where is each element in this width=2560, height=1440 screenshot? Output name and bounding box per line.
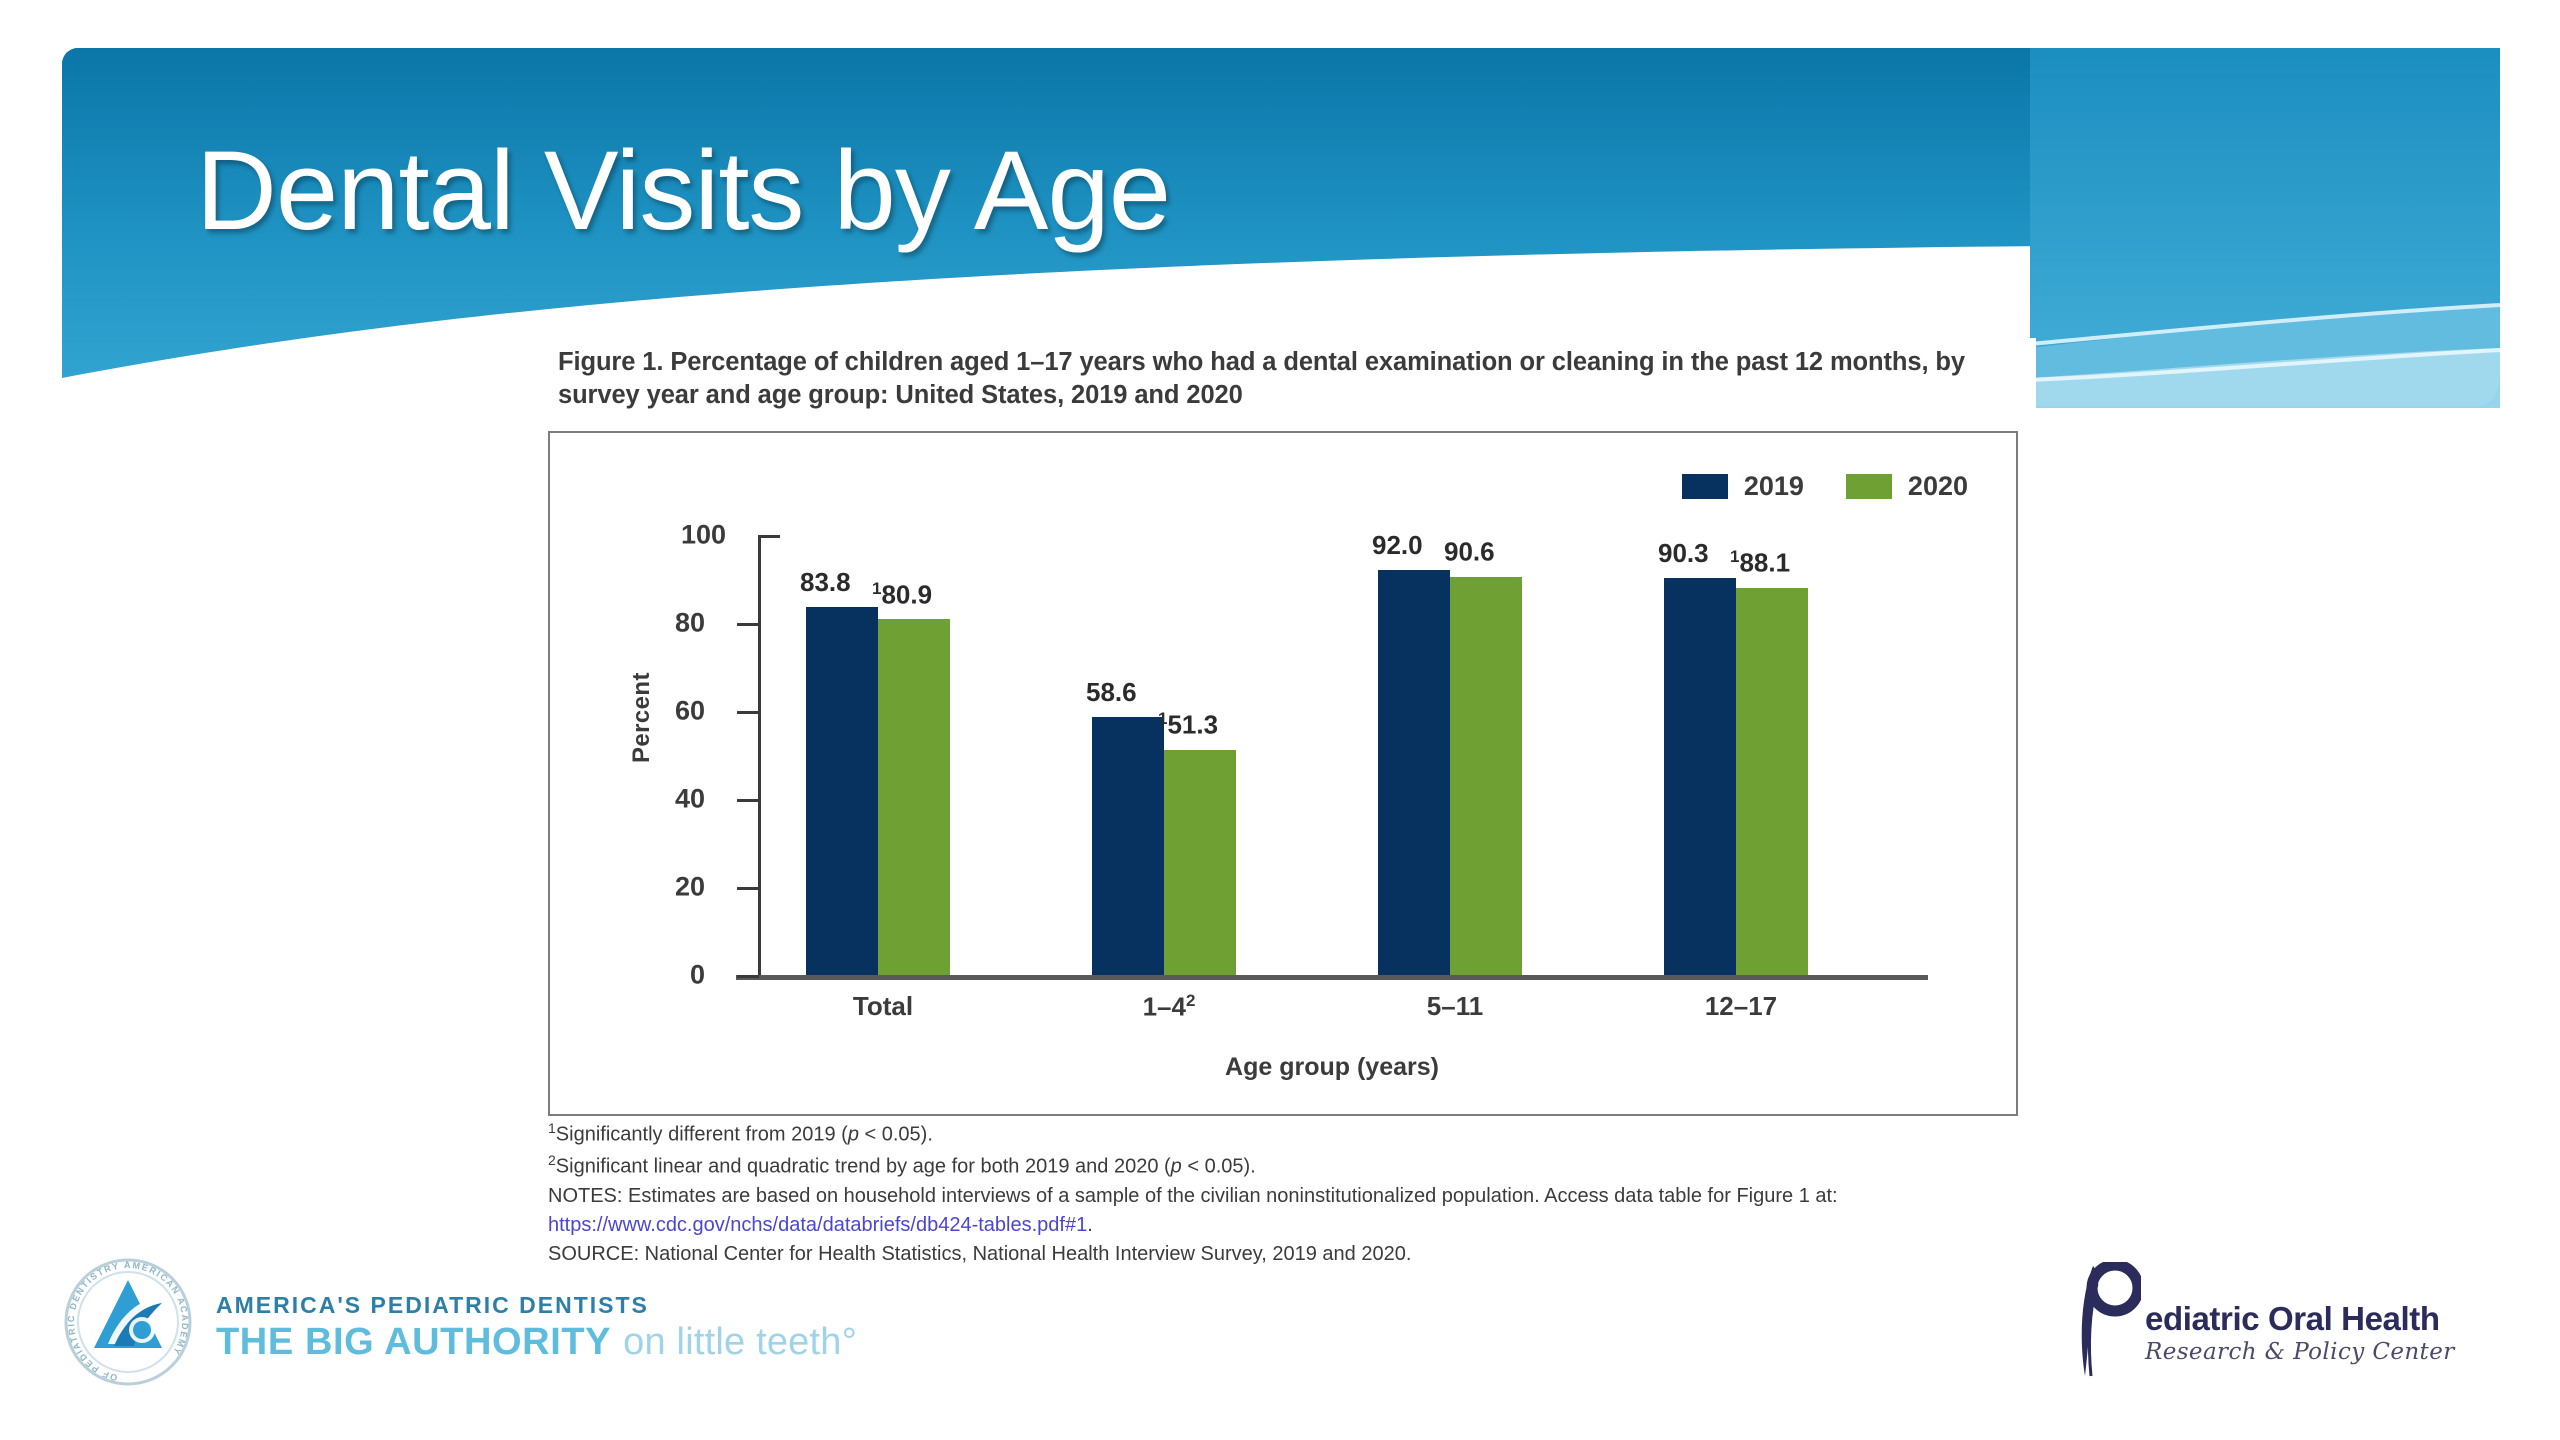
bar-2020-12-17[interactable]: 188.1 xyxy=(1730,547,1808,976)
y-tick-label-80: 80 xyxy=(674,607,705,638)
aapd-logo: OF PEDIATRIC DENTISTRY AMERICAN ACADEMY … xyxy=(62,1256,857,1388)
x-tick-label-12-17: 12–17 xyxy=(1704,991,1778,1022)
footnote-source: SOURCE: National Center for Health Stati… xyxy=(548,1243,1412,1266)
x-axis-line xyxy=(736,975,1928,981)
y-tick-label-60: 60 xyxy=(674,695,705,726)
slide-title: Dental Visits by Age xyxy=(196,128,1171,253)
bar-value-2020-total: 180.9 xyxy=(872,578,933,610)
bar-group-12-17: 90.3 188.1 12–17 xyxy=(1658,535,1814,1021)
y-tick-80: 80 xyxy=(675,608,759,638)
x-tick-label-5-11: 5–11 xyxy=(1426,991,1484,1022)
y-tick-100: 100 xyxy=(681,520,780,550)
bar-value-2020-1-4: 151.3 xyxy=(1158,708,1219,740)
aapd-tagline-bold: THE BIG AUTHORITY xyxy=(216,1321,612,1363)
pohrpc-name: ediatric Oral Health xyxy=(2145,1300,2440,1337)
bar-2020-1-4[interactable]: 151.3 xyxy=(1158,709,1236,976)
y-tick-20: 20 xyxy=(675,872,759,902)
aapd-tagline-top: AMERICA'S PEDIATRIC DENTISTS xyxy=(216,1292,649,1318)
figure-container: Figure 1. Percentage of children aged 1–… xyxy=(548,338,2038,1117)
pohrpc-p-mark-icon xyxy=(2081,1262,2141,1377)
y-tick-label-0: 0 xyxy=(689,959,705,990)
plot-area: 100 80 60 40 20 0 83. xyxy=(675,520,1928,1022)
figure-title: Figure 1. Percentage of children aged 1–… xyxy=(558,348,1965,409)
legend-swatch-2020 xyxy=(1845,474,1892,500)
y-tick-0: 0 xyxy=(690,960,759,990)
legend-item-2019: 2019 xyxy=(1681,471,1804,502)
x-tick-label-1-4: 1–42 xyxy=(1142,991,1196,1022)
bar-2020-5-11[interactable]: 90.6 xyxy=(1444,537,1522,976)
y-tick-label-100: 100 xyxy=(680,519,726,550)
bar-2019-total[interactable]: 83.8 xyxy=(800,567,878,976)
aapd-seal-icon: OF PEDIATRIC DENTISTRY AMERICAN ACADEMY xyxy=(64,1258,192,1386)
bar-2019-5-11[interactable]: 92.0 xyxy=(1372,530,1450,976)
y-tick-label-40: 40 xyxy=(674,783,705,814)
bar-group-total: 83.8 180.9 Total xyxy=(800,535,956,1021)
bar-value-2019-12-17: 90.3 xyxy=(1658,537,1709,568)
bar-2019-1-4[interactable]: 58.6 xyxy=(1086,677,1164,976)
y-axis-line xyxy=(758,535,761,976)
bar-2020-total[interactable]: 180.9 xyxy=(872,579,950,976)
legend-label-2019: 2019 xyxy=(1743,471,1804,502)
y-axis-title: Percent xyxy=(628,672,655,764)
x-tick-label-total: Total xyxy=(852,991,914,1022)
chart-panel: 2019 2020 Percent 100 80 60 40 xyxy=(548,431,2018,1117)
legend-label-2020: 2020 xyxy=(1907,471,1968,502)
bar-group-1-4: 58.6 151.3 1–42 xyxy=(1086,535,1242,1022)
x-axis-title: Age group (years) xyxy=(1225,1053,1439,1082)
bar-2019-12-17[interactable]: 90.3 xyxy=(1658,538,1736,976)
bar-value-2020-5-11: 90.6 xyxy=(1444,536,1495,567)
bar-value-2019-total: 83.8 xyxy=(800,566,851,597)
y-tick-label-20: 20 xyxy=(674,871,705,902)
footnote-2: 2Significant linear and quadratic trend … xyxy=(548,1151,1256,1178)
aapd-tagline-block: AMERICA'S PEDIATRIC DENTISTS THE BIG AUT… xyxy=(216,1280,857,1364)
bar-group-5-11: 92.0 90.6 5–11 xyxy=(1372,530,1528,1021)
pohrpc-subtitle: Research & Policy Center xyxy=(2145,1339,2455,1365)
legend-swatch-2019 xyxy=(1681,474,1728,500)
legend-item-2020: 2020 xyxy=(1845,471,1968,502)
pohrpc-text-block: ediatric Oral Health Research & Policy C… xyxy=(2145,1262,2455,1365)
footnote-data-table-link[interactable]: https://www.cdc.gov/nchs/data/databriefs… xyxy=(548,1213,1088,1236)
figure-footnotes: 1Significantly different from 2019 (p < … xyxy=(548,1118,2048,1269)
figure-title-box: Figure 1. Percentage of children aged 1–… xyxy=(548,338,2036,422)
footnote-notes: NOTES: Estimates are based on household … xyxy=(548,1184,1838,1236)
y-tick-40: 40 xyxy=(675,784,759,814)
bar-value-2019-5-11: 92.0 xyxy=(1372,530,1423,561)
bar-value-2019-1-4: 58.6 xyxy=(1086,677,1137,708)
pohrpc-logo: ediatric Oral Health Research & Policy C… xyxy=(2075,1262,2455,1380)
chart-legend: 2019 2020 xyxy=(1681,471,1968,502)
bar-value-2020-12-17: 188.1 xyxy=(1730,546,1791,578)
aapd-tagline-main: THE BIG AUTHORITY on little teeth° xyxy=(216,1321,857,1364)
y-tick-60: 60 xyxy=(675,696,759,726)
footnote-1: 1Significantly different from 2019 (p < … xyxy=(548,1120,933,1146)
aapd-tagline-light: on little teeth° xyxy=(623,1321,857,1363)
